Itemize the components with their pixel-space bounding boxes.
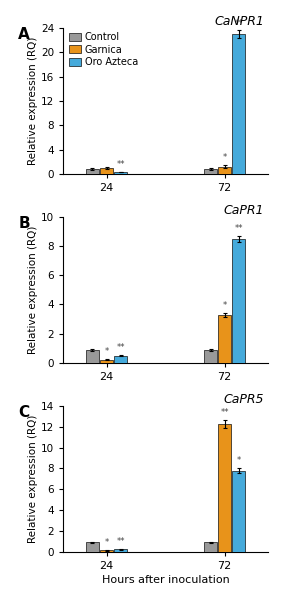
Text: **: ** — [117, 160, 125, 169]
Text: **: ** — [117, 537, 125, 546]
Bar — [100, 550, 113, 552]
Bar — [86, 542, 99, 552]
Text: A: A — [18, 26, 30, 41]
Bar — [204, 350, 217, 363]
Text: C: C — [18, 404, 29, 419]
Bar — [114, 549, 127, 552]
Bar — [86, 169, 99, 174]
Y-axis label: Relative expression (RQ): Relative expression (RQ) — [28, 37, 38, 165]
Bar — [204, 169, 217, 174]
Bar — [218, 424, 231, 552]
Text: CaPR1: CaPR1 — [223, 204, 264, 217]
Text: CaNPR1: CaNPR1 — [214, 15, 264, 28]
Bar — [218, 167, 231, 174]
Bar — [218, 314, 231, 363]
Text: *: * — [237, 456, 241, 465]
X-axis label: Hours after inoculation: Hours after inoculation — [102, 575, 230, 585]
Text: *: * — [222, 301, 227, 310]
Bar — [204, 542, 217, 552]
Legend: Control, Garnica, Oro Azteca: Control, Garnica, Oro Azteca — [68, 31, 139, 68]
Text: **: ** — [117, 343, 125, 352]
Y-axis label: Relative expression (RQ): Relative expression (RQ) — [28, 415, 38, 543]
Text: *: * — [222, 154, 227, 163]
Bar — [100, 360, 113, 363]
Bar — [232, 470, 245, 552]
Bar — [232, 34, 245, 174]
Text: **: ** — [235, 19, 243, 28]
Text: **: ** — [235, 224, 243, 233]
Text: B: B — [18, 215, 30, 230]
Bar — [232, 239, 245, 363]
Bar — [100, 169, 113, 174]
Bar — [86, 350, 99, 363]
Text: *: * — [104, 347, 109, 356]
Bar — [114, 356, 127, 363]
Text: *: * — [104, 538, 109, 547]
Text: CaPR5: CaPR5 — [223, 393, 264, 406]
Text: **: ** — [220, 407, 229, 416]
Bar — [114, 172, 127, 174]
Y-axis label: Relative expression (RQ): Relative expression (RQ) — [28, 226, 38, 354]
